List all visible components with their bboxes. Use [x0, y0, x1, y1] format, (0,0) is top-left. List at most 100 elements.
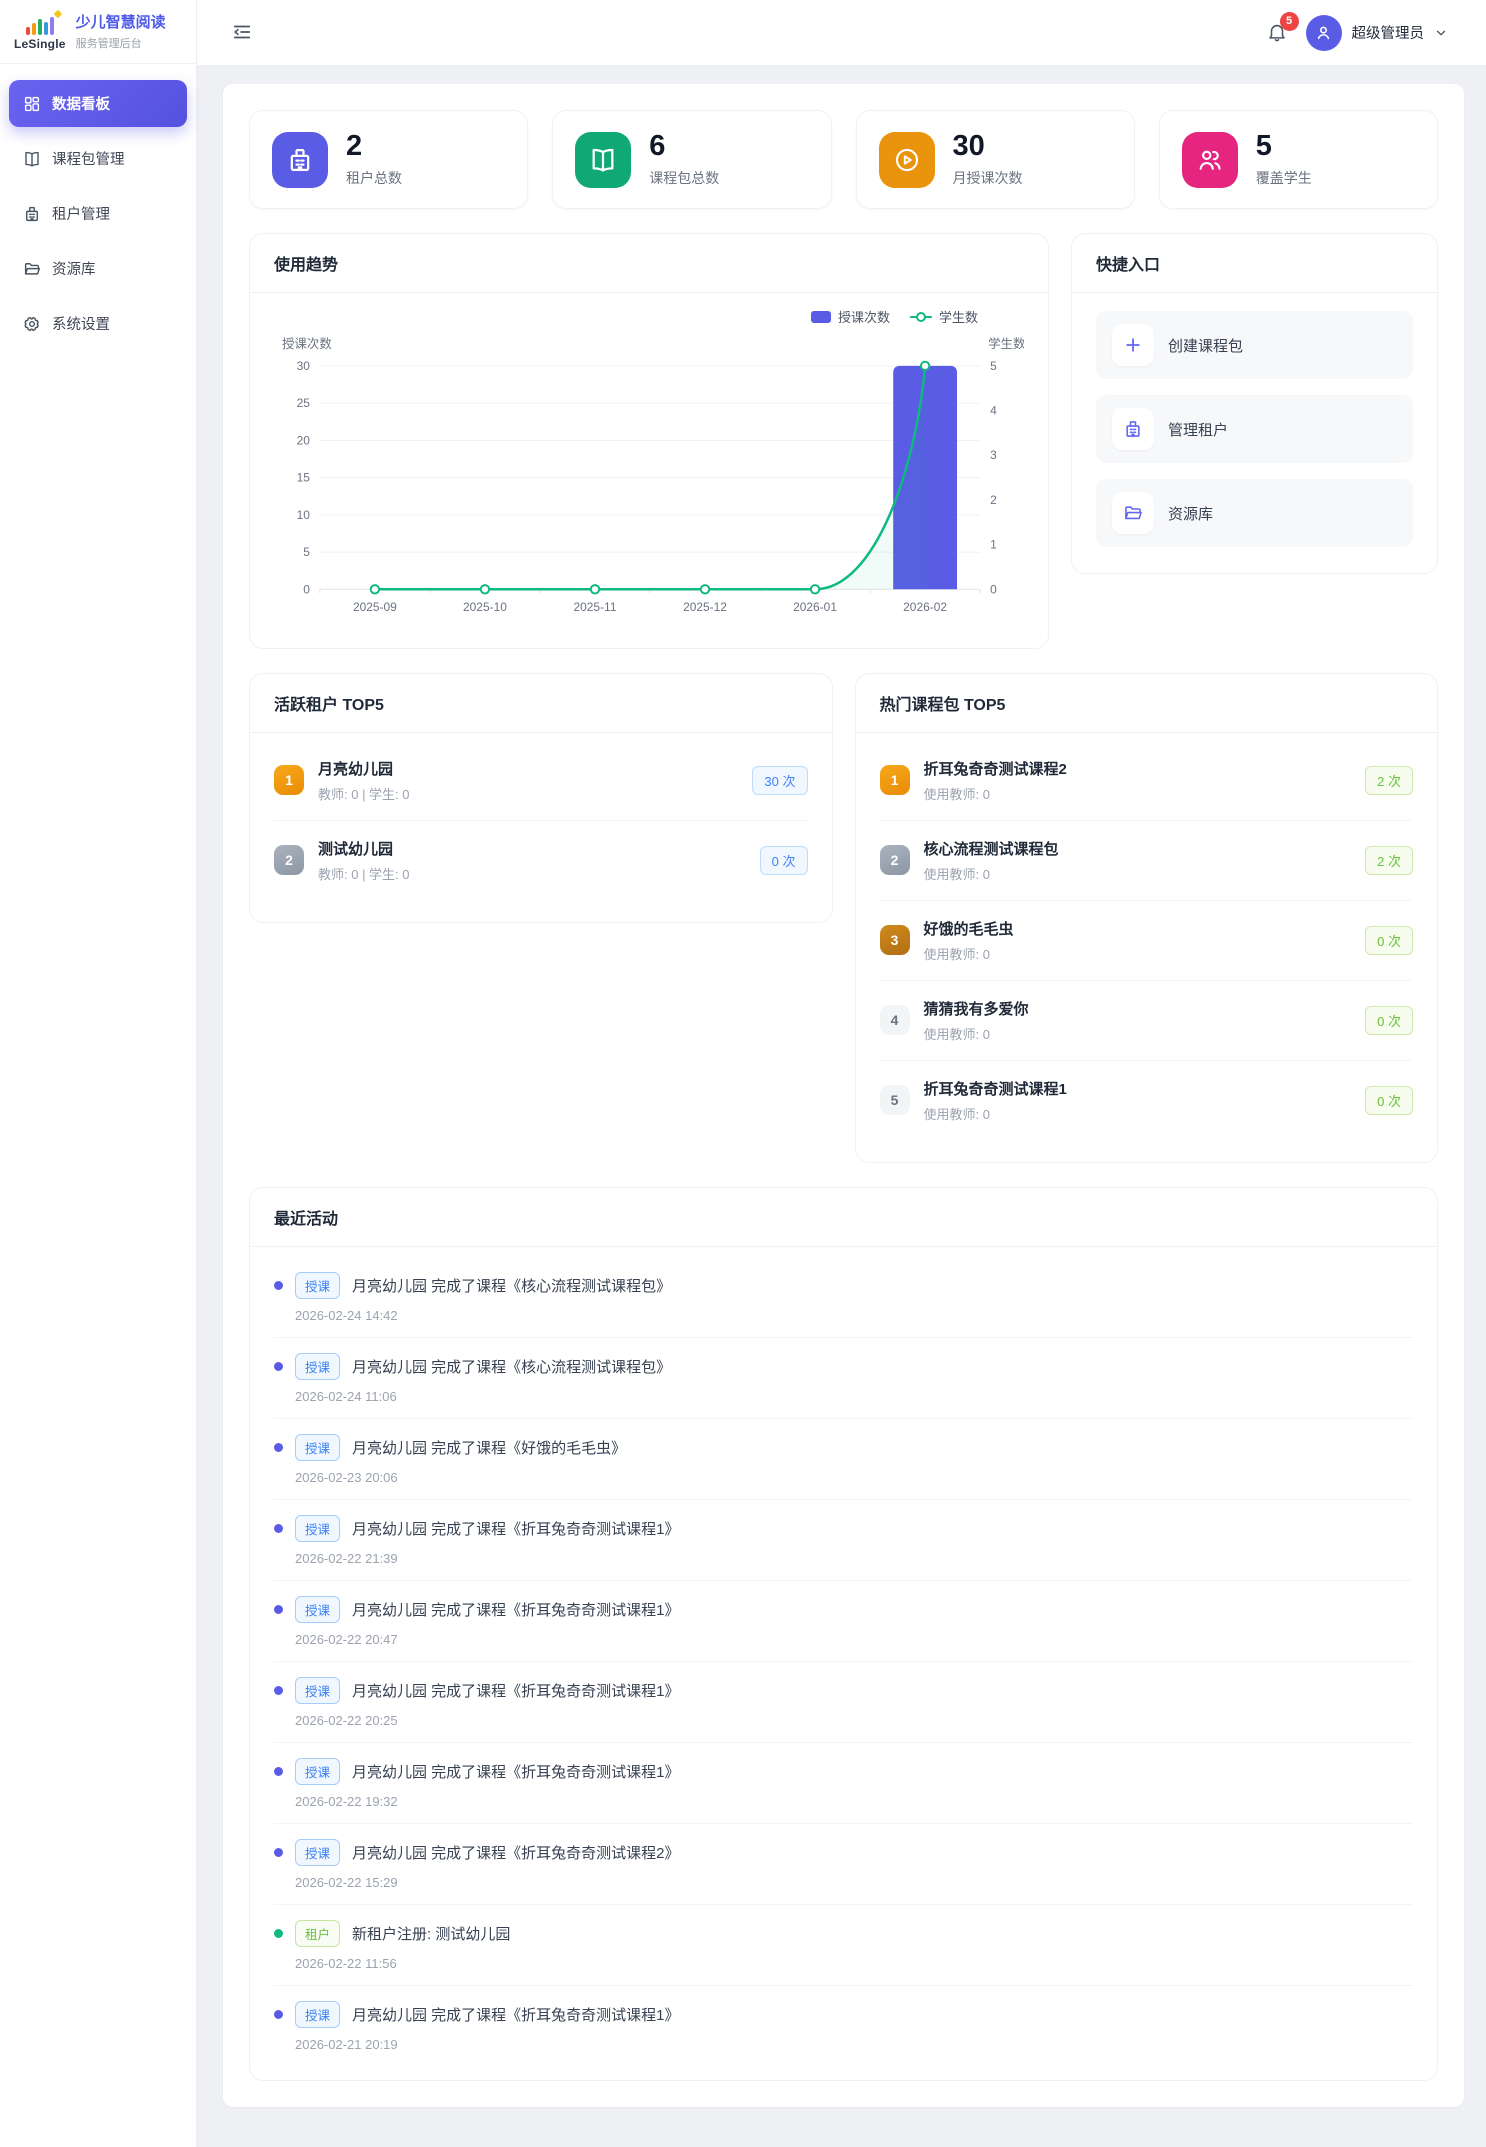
activity-tag: 授课	[295, 2000, 341, 2028]
dashboard-panel: 2 租户总数 6 课程包总数	[223, 84, 1464, 2107]
sidebar-item[interactable]: 资源库	[9, 245, 187, 292]
svg-text:2026-02: 2026-02	[903, 601, 947, 615]
svg-text:授课次数: 授课次数	[282, 336, 332, 351]
avatar	[1305, 14, 1342, 51]
students-icon	[1181, 131, 1238, 188]
activity-dot	[274, 2009, 283, 2019]
stat-card: 2 租户总数	[249, 110, 529, 210]
quick-entry-item[interactable]: 管理租户	[1096, 395, 1413, 464]
notifications-bell-icon[interactable]: 5	[1266, 11, 1299, 45]
activity-text: 月亮幼儿园 完成了课程《核心流程测试课程包》	[352, 1358, 672, 1376]
activity-time: 2026-02-24 11:06	[295, 1388, 397, 1404]
quick-entry-item[interactable]: 资源库	[1096, 479, 1413, 548]
gear-icon	[23, 315, 41, 333]
app-title: 少儿智慧阅读	[75, 14, 166, 31]
recent-activity-title: 最近活动	[250, 1188, 1437, 1247]
activity-time: 2026-02-21 20:19	[295, 2036, 398, 2052]
notification-count-badge: 5	[1279, 11, 1299, 31]
stat-card: 30 月授课次数	[855, 110, 1135, 210]
legend-bar-swatch	[810, 310, 831, 323]
svg-text:15: 15	[297, 471, 311, 485]
sidebar-item-label: 资源库	[52, 262, 96, 278]
sidebar-menu: 数据看板 课程包管理 租户管理 资源库	[0, 64, 196, 371]
svg-text:0: 0	[303, 583, 310, 597]
activity-dot	[274, 1280, 283, 1290]
activity-text: 月亮幼儿园 完成了课程《折耳兔奇奇测试课程1》	[352, 1601, 680, 1619]
activity-time: 2026-02-22 19:32	[295, 1793, 398, 1809]
stat-value: 5	[1255, 130, 1272, 162]
app-logo: LeSingle 少儿智慧阅读 服务管理后台	[0, 0, 196, 64]
rank-badge: 5	[879, 1085, 910, 1116]
sidebar-item[interactable]: 系统设置	[9, 300, 187, 347]
svg-text:1: 1	[990, 538, 997, 552]
sidebar-item[interactable]: 课程包管理	[9, 135, 187, 182]
legend-bar-label: 授课次数	[837, 310, 890, 326]
activity-item: 租户 新租户注册: 测试幼儿园 2026-02-22 11:56	[274, 1905, 1413, 1986]
quick-entry-item[interactable]: 创建课程包	[1096, 311, 1413, 380]
svg-text:30: 30	[297, 359, 311, 373]
rank-badge: 3	[879, 925, 910, 956]
svg-text:学生数: 学生数	[988, 336, 1024, 351]
collapse-sidebar-icon[interactable]	[231, 21, 255, 45]
stat-card: 6 课程包总数	[552, 110, 832, 210]
package-name: 折耳兔奇奇测试课程2	[923, 760, 1067, 778]
tenant-meta: 教师: 0 | 学生: 0	[318, 866, 410, 882]
package-name: 猜猜我有多爱你	[923, 1000, 1029, 1018]
svg-text:2025-09: 2025-09	[353, 601, 397, 615]
activity-tag: 授课	[295, 1514, 341, 1542]
usage-count-badge: 2 次	[1365, 765, 1413, 795]
package-meta: 使用教师: 0	[923, 1106, 990, 1122]
activity-item: 授课 月亮幼儿园 完成了课程《折耳兔奇奇测试课程1》 2026-02-22 20…	[274, 1662, 1413, 1743]
usage-count-badge: 0 次	[1365, 1085, 1413, 1115]
sidebar: LeSingle 少儿智慧阅读 服务管理后台 数据看板 课程包管理	[0, 0, 197, 2147]
activity-time: 2026-02-22 21:39	[295, 1550, 398, 1566]
activity-tag: 授课	[295, 1595, 341, 1623]
activity-text: 月亮幼儿园 完成了课程《折耳兔奇奇测试课程1》	[352, 1520, 680, 1538]
quick-entry-title: 快捷入口	[1072, 234, 1437, 294]
package-name: 折耳兔奇奇测试课程1	[923, 1080, 1067, 1098]
app-subtitle: 服务管理后台	[75, 38, 142, 50]
svg-text:10: 10	[297, 508, 311, 522]
main-area: 5 超级管理员	[197, 0, 1486, 2147]
activity-tag: 授课	[295, 1352, 341, 1380]
svg-text:2026-01: 2026-01	[793, 601, 837, 615]
package-row: 5 折耳兔奇奇测试课程1 使用教师: 0 0 次	[879, 1061, 1413, 1140]
svg-text:2: 2	[990, 493, 997, 507]
usage-count-badge: 0 次	[1365, 925, 1413, 955]
svg-text:3: 3	[990, 449, 997, 463]
activity-item: 授课 月亮幼儿园 完成了课程《好饿的毛毛虫》 2026-02-23 20:06	[274, 1419, 1413, 1500]
hot-packages-title: 热门课程包 TOP5	[855, 674, 1437, 733]
activity-text: 月亮幼儿园 完成了课程《折耳兔奇奇测试课程2》	[352, 1844, 680, 1862]
activity-dot	[274, 1523, 283, 1533]
usage-trend-chart: 0 5 10 15 20 25 30 0 1 2 3 4 5 授课次数 学生数 2025-09 2025-10 2…	[282, 336, 1024, 615]
activity-item: 授课 月亮幼儿园 完成了课程《核心流程测试课程包》 2026-02-24 14:…	[274, 1257, 1413, 1338]
rank-badge: 4	[879, 1005, 910, 1036]
user-menu[interactable]: 超级管理员	[1305, 14, 1449, 51]
quick-entry-label: 资源库	[1168, 505, 1214, 523]
activity-dot	[274, 1847, 283, 1857]
recent-activity-card: 最近活动 授课 月亮幼儿园 完成了课程《核心流程测试课程包》 2026-02-2…	[249, 1186, 1438, 2081]
activity-time: 2026-02-22 20:47	[295, 1631, 398, 1647]
active-tenants-title: 活跃租户 TOP5	[250, 674, 832, 733]
sidebar-item[interactable]: 数据看板	[9, 80, 187, 127]
building-icon	[23, 205, 41, 223]
stat-value: 30	[952, 130, 985, 162]
folder-icon	[1112, 492, 1155, 535]
activity-tag: 授课	[295, 1676, 341, 1704]
activity-item: 授课 月亮幼儿园 完成了课程《折耳兔奇奇测试课程1》 2026-02-21 20…	[274, 1986, 1413, 2058]
activity-time: 2026-02-23 20:06	[295, 1469, 398, 1485]
book-icon	[575, 131, 632, 188]
sidebar-item-label: 系统设置	[52, 317, 110, 333]
rank-badge: 2	[274, 845, 304, 876]
package-row: 2 核心流程测试课程包 使用教师: 0 2 次	[879, 821, 1413, 901]
stat-value: 2	[346, 130, 363, 162]
tenant-row: 1 月亮幼儿园 教师: 0 | 学生: 0 30 次	[274, 741, 808, 821]
logo-spark-icon	[53, 9, 63, 18]
package-name: 核心流程测试课程包	[923, 840, 1059, 858]
activity-tag: 授课	[295, 1838, 341, 1866]
svg-text:2025-10: 2025-10	[463, 601, 507, 615]
sidebar-item[interactable]: 租户管理	[9, 190, 187, 237]
activity-dot	[274, 1766, 283, 1776]
active-tenants-card: 活跃租户 TOP5 1 月亮幼儿园 教师: 0 | 学生: 0	[249, 672, 833, 923]
activity-tag: 租户	[295, 1919, 341, 1947]
